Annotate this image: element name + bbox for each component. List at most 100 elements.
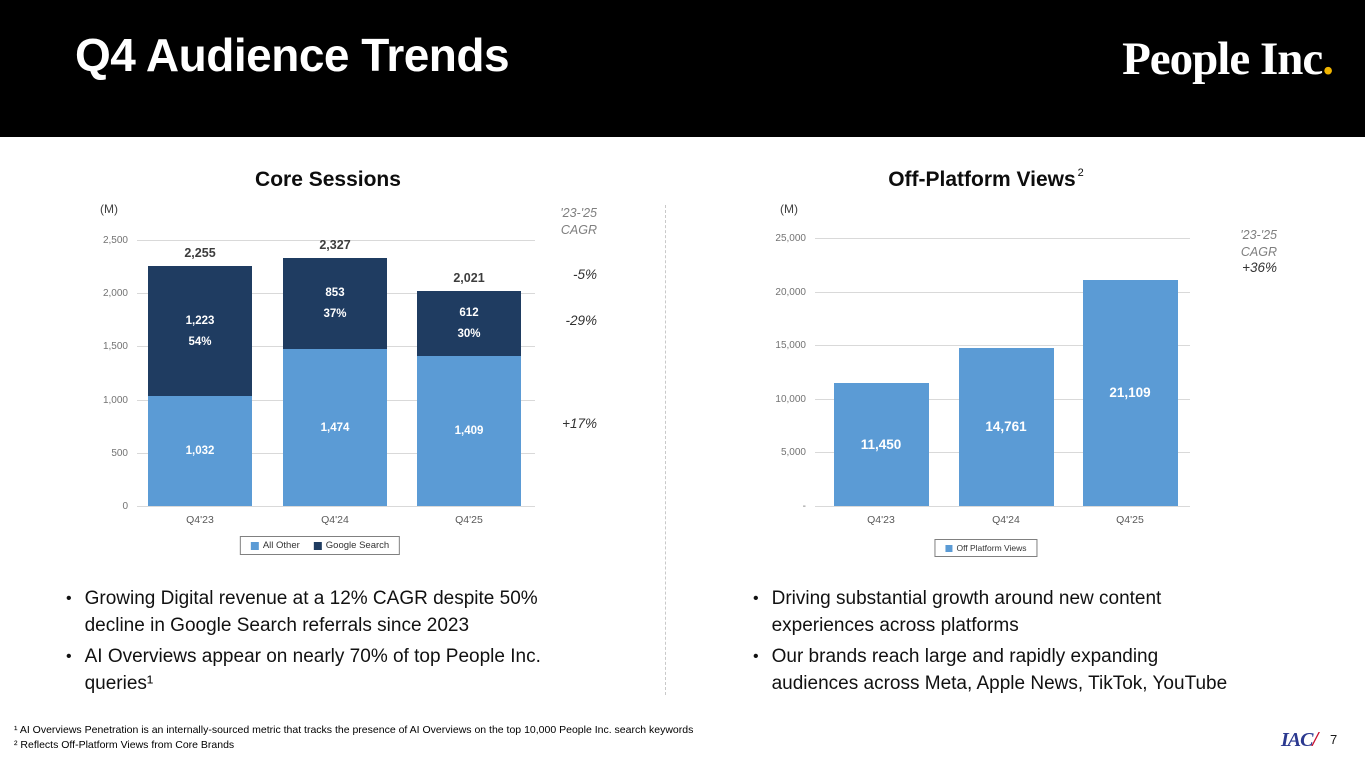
y-axis-tick-label: 10,000	[775, 393, 806, 405]
bullet-item: • AI Overviews appear on nearly 70% of t…	[66, 643, 666, 697]
cagr-value: +17%	[562, 416, 597, 431]
bar-value: 1,223	[185, 314, 215, 327]
bar-value-label: 1,223 54%	[148, 266, 252, 396]
bullet-dot: •	[753, 590, 759, 607]
bullet-dot: •	[66, 648, 72, 665]
y-axis-tick-label: 20,000	[775, 286, 806, 298]
bullet-text: AI Overviews appear on nearly 70% of top…	[85, 643, 541, 697]
bullet-line: experiences across platforms	[771, 615, 1019, 636]
bullet-list-right: • Driving substantial growth around new …	[753, 585, 1333, 701]
gridline	[815, 506, 1190, 507]
legend-swatch	[945, 544, 953, 552]
bar-value: 612	[459, 307, 479, 319]
google-search-bar	[283, 258, 387, 350]
y-axis-tick-label: 2,500	[102, 235, 128, 246]
bar-value: 14,761	[985, 419, 1027, 435]
bar-total-label: 2,021	[453, 270, 485, 285]
y-axis-tick-label: 15,000	[775, 340, 806, 352]
bar-value-label: 853 37%	[283, 258, 387, 349]
bar-value: 1,409	[454, 425, 484, 438]
iac-logo: IAC/	[1281, 727, 1318, 752]
bar-value-label: 1,474	[283, 349, 387, 506]
bullet-line: queries¹	[84, 673, 154, 694]
chart-title-text: Off-Platform Views	[888, 168, 1076, 191]
bullet-text: Growing Digital revenue at a 12% CAGR de…	[85, 585, 538, 639]
y-axis-tick-label: 1,500	[102, 341, 128, 353]
logo-dot: .	[1322, 33, 1334, 85]
legend-label: Off Platform Views	[956, 543, 1027, 553]
y-axis-tick-label: 5,000	[780, 447, 806, 459]
gridline	[815, 238, 1190, 239]
bar-value: 1,032	[185, 445, 215, 458]
off-platform-views-bar	[958, 347, 1054, 506]
off-platform-views-bar	[1082, 279, 1178, 506]
bullet-item: • Driving substantial growth around new …	[753, 585, 1333, 639]
legend-label: Google Search	[325, 540, 390, 551]
x-axis-label: Q4'24	[992, 514, 1020, 526]
all-other-bar	[417, 356, 521, 506]
bar-value: 11,450	[860, 437, 902, 453]
legend-label: All Other	[262, 540, 300, 551]
bullet-text: Our brands reach large and rapidly expan…	[772, 643, 1228, 697]
chart-title-superscript: 2	[1077, 167, 1084, 179]
bullet-line: audiences across Meta, Apple News, TikTo…	[771, 673, 1228, 694]
bar-value-label: 11,450	[834, 383, 929, 506]
bar-total-label: 2,327	[319, 238, 351, 253]
core-sessions-title: Core Sessions	[108, 168, 548, 192]
y-axis-tick-label: 1,000	[102, 394, 128, 406]
legend-swatch	[313, 541, 322, 550]
bar-value: 853	[325, 287, 345, 300]
legend-item: All Other	[250, 540, 300, 551]
bullet-line: Driving substantial growth around new co…	[771, 588, 1162, 609]
iac-logo-text: IAC	[1281, 729, 1313, 751]
footnotes: ¹ AI Overviews Penetration is an interna…	[14, 723, 693, 753]
bar-value-label: 612 30%	[417, 291, 521, 356]
bar-total-label: 2,255	[184, 246, 216, 261]
gridline	[137, 240, 535, 241]
bar-value-label: 14,761	[959, 348, 1054, 506]
bar-percent: 30%	[457, 328, 481, 340]
footnote-2: ² Reflects Off-Platform Views from Core …	[14, 739, 235, 751]
cagr-header: '23-'25 CAGR	[560, 206, 597, 237]
bar-percent: 54%	[188, 335, 212, 348]
bullet-dot: •	[66, 590, 72, 607]
legend-item: Google Search	[313, 540, 390, 551]
bullet-text: Driving substantial growth around new co…	[772, 585, 1162, 639]
google-search-bar	[148, 266, 252, 397]
chart-title-text: Core Sessions	[255, 168, 401, 191]
bar-value-label: 21,109	[1083, 280, 1178, 506]
google-search-bar	[417, 290, 521, 357]
off-platform-views-bar	[833, 383, 929, 506]
y-axis-tick-label: -	[802, 501, 806, 512]
gridline	[137, 506, 535, 507]
cagr-value: +36%	[1242, 260, 1277, 275]
iac-logo-slash: /	[1312, 727, 1318, 751]
vertical-divider	[665, 205, 666, 695]
y-axis-tick-label: 0	[122, 501, 128, 512]
bullet-item: • Our brands reach large and rapidly exp…	[753, 643, 1333, 697]
people-inc-logo: People Inc.	[1122, 32, 1334, 86]
bullet-line: decline in Google Search referrals since…	[84, 615, 470, 636]
y-axis-tick-label: 2,000	[102, 288, 128, 300]
bar-value-label: 1,409	[417, 356, 521, 506]
gridline	[815, 291, 1190, 293]
gridline	[815, 345, 1190, 347]
legend-swatch	[250, 541, 259, 550]
all-other-bar	[148, 396, 252, 506]
legend-item: Off Platform Views	[945, 543, 1027, 553]
y-axis-tick-label: 500	[111, 447, 128, 459]
legend: All Other Google Search	[239, 536, 401, 555]
bullet-dot: •	[753, 648, 759, 665]
cagr-value: -29%	[565, 313, 597, 328]
legend: Off Platform Views	[934, 539, 1038, 557]
off-platform-views-title: Off-Platform Views 2	[765, 167, 1205, 192]
bullet-line: Our brands reach large and rapidly expan…	[771, 646, 1159, 667]
x-axis-label: Q4'25	[1116, 514, 1144, 526]
all-other-bar	[283, 349, 387, 506]
cagr-header: '23-'25 CAGR	[1240, 228, 1277, 259]
bar-value: 21,109	[1109, 385, 1151, 401]
x-axis-label: Q4'24	[321, 514, 349, 526]
bar-value: 1,474	[320, 421, 350, 434]
